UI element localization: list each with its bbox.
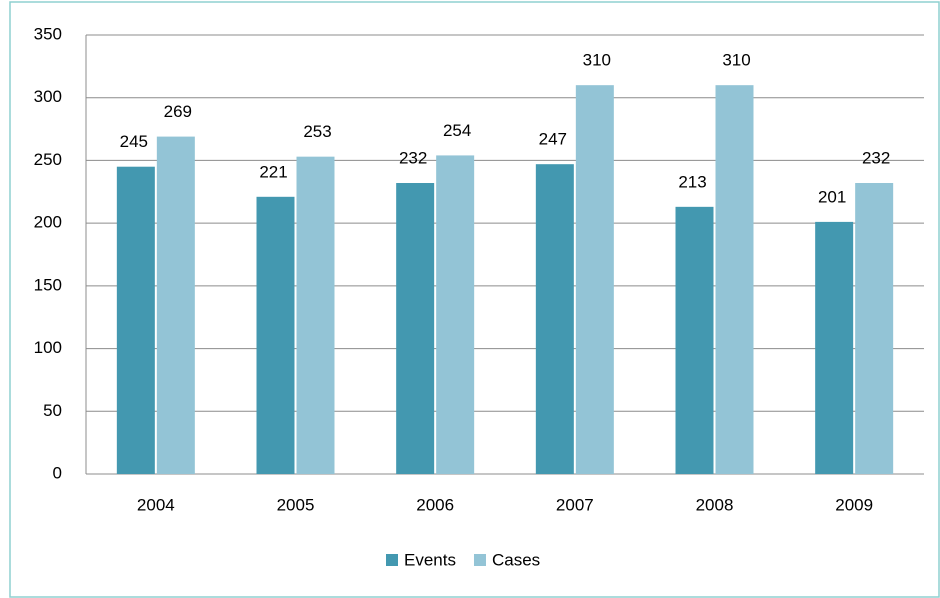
data-label: 247 (539, 130, 567, 149)
y-tick-label: 200 (34, 213, 62, 232)
bar (535, 164, 574, 475)
y-tick-label: 150 (34, 275, 62, 294)
x-tick-label: 2007 (556, 495, 594, 514)
x-tick-label: 2004 (137, 495, 175, 514)
data-label: 245 (120, 132, 148, 151)
legend-swatch (386, 554, 398, 566)
legend-label: Events (404, 550, 456, 569)
data-label: 232 (862, 148, 890, 167)
data-label: 232 (399, 148, 427, 167)
bar (256, 196, 295, 474)
bar (296, 156, 335, 474)
chart-frame (9, 1, 940, 598)
data-label: 221 (259, 162, 287, 181)
bar (675, 206, 714, 474)
data-label: 310 (583, 51, 611, 70)
bar (116, 166, 155, 474)
legend-label: Cases (492, 550, 540, 569)
data-label: 213 (678, 172, 706, 191)
data-label: 269 (164, 102, 192, 121)
x-tick-label: 2009 (835, 495, 873, 514)
x-tick-label: 2008 (696, 495, 734, 514)
data-label: 201 (818, 187, 846, 206)
data-label: 254 (443, 121, 471, 140)
bar (396, 183, 435, 474)
y-tick-label: 250 (34, 150, 62, 169)
bar (855, 183, 894, 474)
y-tick-label: 300 (34, 87, 62, 106)
bar (575, 85, 614, 475)
data-label: 253 (303, 122, 331, 141)
y-tick-label: 0 (53, 463, 62, 482)
bar (715, 85, 754, 475)
legend-swatch (473, 554, 486, 566)
bar (436, 155, 475, 474)
y-tick-label: 50 (43, 401, 62, 420)
data-label: 310 (722, 51, 750, 70)
x-tick-label: 2006 (416, 495, 454, 514)
y-tick-label: 350 (34, 24, 62, 43)
y-tick-label: 100 (34, 338, 62, 357)
bar (156, 136, 195, 474)
x-tick-label: 2005 (277, 495, 315, 514)
bar (815, 221, 854, 474)
